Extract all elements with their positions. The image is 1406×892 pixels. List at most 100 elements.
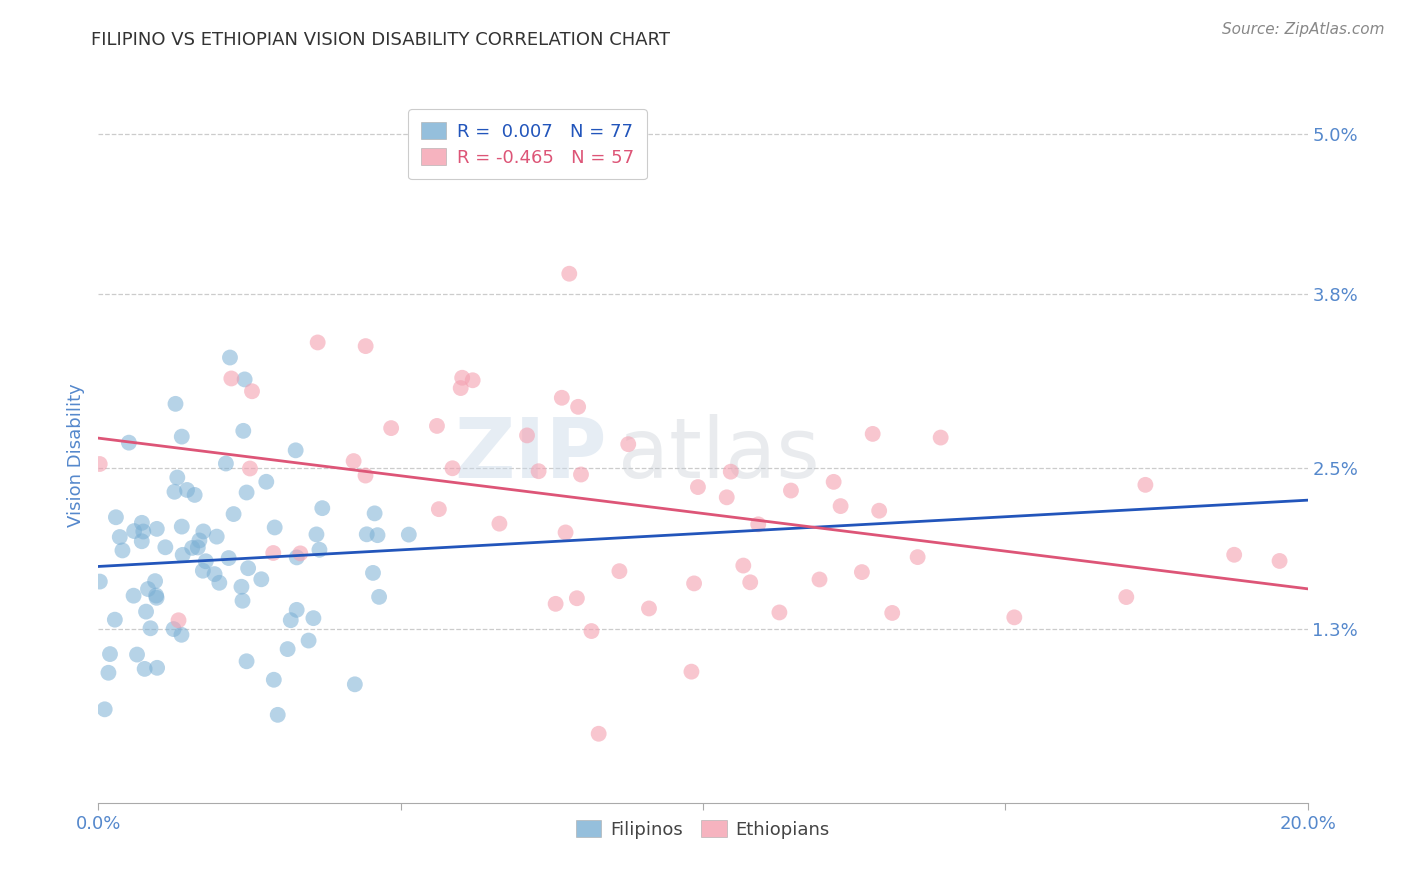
Point xyxy=(235,654,257,668)
Point xyxy=(426,418,449,433)
Point xyxy=(544,597,567,611)
Point xyxy=(380,421,402,435)
Point xyxy=(205,530,228,544)
Point xyxy=(165,397,187,411)
Point xyxy=(354,339,377,353)
Point xyxy=(239,461,262,475)
Point xyxy=(280,613,302,627)
Point xyxy=(111,543,134,558)
Point xyxy=(747,517,769,532)
Point xyxy=(118,435,141,450)
Point xyxy=(125,648,148,662)
Point xyxy=(427,502,450,516)
Point xyxy=(638,601,661,615)
Point xyxy=(104,613,127,627)
Point xyxy=(183,488,205,502)
Point xyxy=(215,457,238,471)
Point xyxy=(232,424,254,438)
Point xyxy=(193,524,215,539)
Point xyxy=(181,541,204,555)
Point xyxy=(231,580,253,594)
Point xyxy=(565,591,588,606)
Point xyxy=(131,534,153,549)
Point xyxy=(219,351,242,365)
Point xyxy=(516,428,538,442)
Point xyxy=(170,628,193,642)
Point xyxy=(222,507,245,521)
Point xyxy=(368,590,391,604)
Point xyxy=(93,702,115,716)
Point xyxy=(204,567,226,582)
Point xyxy=(830,499,852,513)
Point xyxy=(361,566,384,580)
Point xyxy=(143,574,166,588)
Point xyxy=(170,429,193,443)
Point xyxy=(188,533,211,548)
Point xyxy=(139,621,162,635)
Point xyxy=(356,527,378,541)
Point xyxy=(823,475,845,489)
Point xyxy=(569,467,592,482)
Point xyxy=(176,483,198,497)
Point xyxy=(581,624,603,638)
Point xyxy=(163,484,186,499)
Point xyxy=(354,468,377,483)
Point xyxy=(367,528,389,542)
Point xyxy=(221,371,243,385)
Legend: Filipinos, Ethiopians: Filipinos, Ethiopians xyxy=(569,813,837,846)
Point xyxy=(868,504,890,518)
Point xyxy=(740,575,762,590)
Text: Source: ZipAtlas.com: Source: ZipAtlas.com xyxy=(1222,22,1385,37)
Point xyxy=(929,431,952,445)
Point xyxy=(263,520,285,534)
Point xyxy=(290,546,312,560)
Point xyxy=(145,591,167,605)
Point xyxy=(263,673,285,687)
Point xyxy=(122,524,145,538)
Point xyxy=(305,527,328,541)
Point xyxy=(235,485,257,500)
Point xyxy=(166,470,188,484)
Point xyxy=(145,589,167,603)
Point xyxy=(131,516,153,530)
Point xyxy=(104,510,127,524)
Point xyxy=(97,665,120,680)
Text: atlas: atlas xyxy=(619,415,820,495)
Point xyxy=(285,603,308,617)
Point xyxy=(155,541,177,555)
Point xyxy=(554,525,576,540)
Point xyxy=(132,524,155,539)
Point xyxy=(277,642,299,657)
Point xyxy=(1002,610,1025,624)
Point xyxy=(733,558,755,573)
Point xyxy=(686,480,709,494)
Point xyxy=(681,665,703,679)
Point xyxy=(218,551,240,566)
Point xyxy=(297,633,319,648)
Point xyxy=(254,475,277,489)
Point xyxy=(450,381,472,395)
Point xyxy=(1268,554,1291,568)
Point xyxy=(588,727,610,741)
Point xyxy=(617,437,640,451)
Point xyxy=(720,465,742,479)
Point xyxy=(1223,548,1246,562)
Point xyxy=(1135,478,1157,492)
Point xyxy=(302,611,325,625)
Point xyxy=(136,582,159,596)
Point xyxy=(98,647,121,661)
Point xyxy=(461,373,484,387)
Point xyxy=(172,548,194,562)
Text: FILIPINO VS ETHIOPIAN VISION DISABILITY CORRELATION CHART: FILIPINO VS ETHIOPIAN VISION DISABILITY … xyxy=(91,31,671,49)
Point xyxy=(451,370,474,384)
Point xyxy=(1115,590,1137,604)
Point xyxy=(208,575,231,590)
Point xyxy=(194,554,217,568)
Point xyxy=(567,400,589,414)
Point xyxy=(343,677,366,691)
Point xyxy=(780,483,803,498)
Point xyxy=(488,516,510,531)
Y-axis label: Vision Disability: Vision Disability xyxy=(66,383,84,527)
Point xyxy=(250,572,273,586)
Point xyxy=(285,550,308,565)
